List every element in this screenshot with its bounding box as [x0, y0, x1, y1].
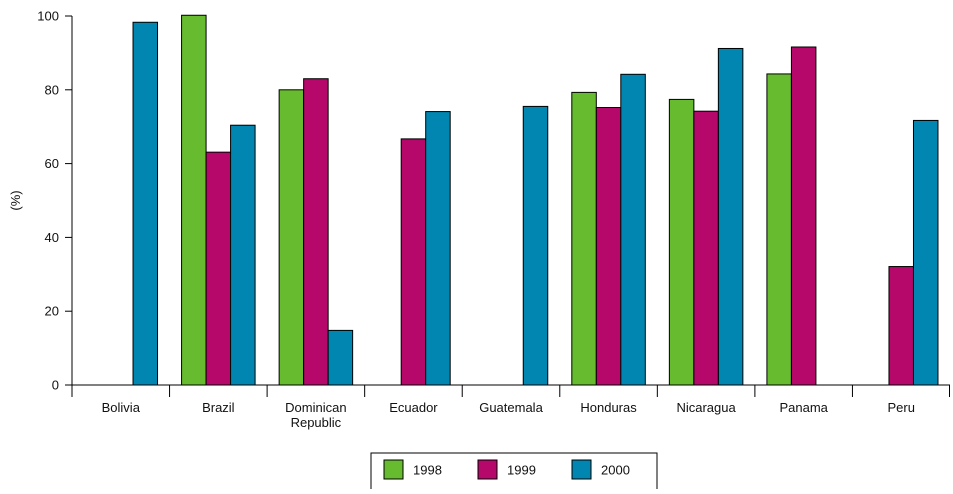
- bar-1999: [693, 110, 719, 386]
- bar-2000: [522, 105, 549, 386]
- legend-label: 1998: [413, 463, 442, 478]
- y-tick-label: 0: [52, 378, 59, 393]
- bar-1999: [888, 266, 914, 386]
- bar-2000: [230, 124, 256, 386]
- y-tick-label: 20: [45, 304, 59, 319]
- bar-1998: [278, 89, 305, 386]
- y-axis-title: (%): [8, 190, 23, 210]
- bar-1999: [205, 151, 232, 386]
- legend-label: 1999: [507, 463, 536, 478]
- bar-1999: [790, 46, 817, 386]
- x-ticks-group: [71, 385, 950, 397]
- bar-2000: [912, 119, 939, 386]
- x-category-label: Bolivia: [102, 400, 141, 415]
- bar-1998: [181, 14, 207, 386]
- x-category-label: Peru: [887, 400, 914, 415]
- x-category-label: Nicaragua: [676, 400, 736, 415]
- x-category-label: Honduras: [580, 400, 637, 415]
- x-category-label: Republic: [291, 415, 342, 430]
- bar-1998: [766, 73, 792, 386]
- y-tick-label: 60: [45, 156, 59, 171]
- y-tick-label: 100: [37, 9, 59, 24]
- legend-swatch: [477, 459, 498, 480]
- bar-1999: [303, 78, 329, 386]
- legend-swatch: [571, 459, 592, 480]
- legend: 1998 1999 2000: [370, 452, 658, 489]
- x-category-label: Ecuador: [389, 400, 438, 415]
- y-ticks-group: 0 20 40 60 80 100: [37, 9, 72, 393]
- bar-2000: [327, 329, 354, 386]
- legend-label: 2000: [601, 463, 630, 478]
- y-tick-label: 40: [45, 230, 59, 245]
- bars-group: [132, 14, 939, 386]
- y-tick-label: 80: [45, 82, 59, 97]
- legend-frame: [370, 452, 658, 489]
- bar-2000: [132, 21, 159, 386]
- x-category-label: Dominican: [285, 400, 346, 415]
- bar-1999: [400, 138, 427, 386]
- bar-2000: [620, 73, 646, 386]
- legend-swatch: [383, 459, 404, 480]
- x-category-label: Panama: [779, 400, 828, 415]
- bar-2000: [717, 47, 744, 386]
- x-category-label: Brazil: [202, 400, 235, 415]
- bar-1998: [571, 91, 597, 386]
- bar-1998: [668, 98, 695, 386]
- x-category-label: Guatemala: [479, 400, 543, 415]
- bar-1999: [595, 107, 622, 386]
- bar-2000: [425, 111, 451, 386]
